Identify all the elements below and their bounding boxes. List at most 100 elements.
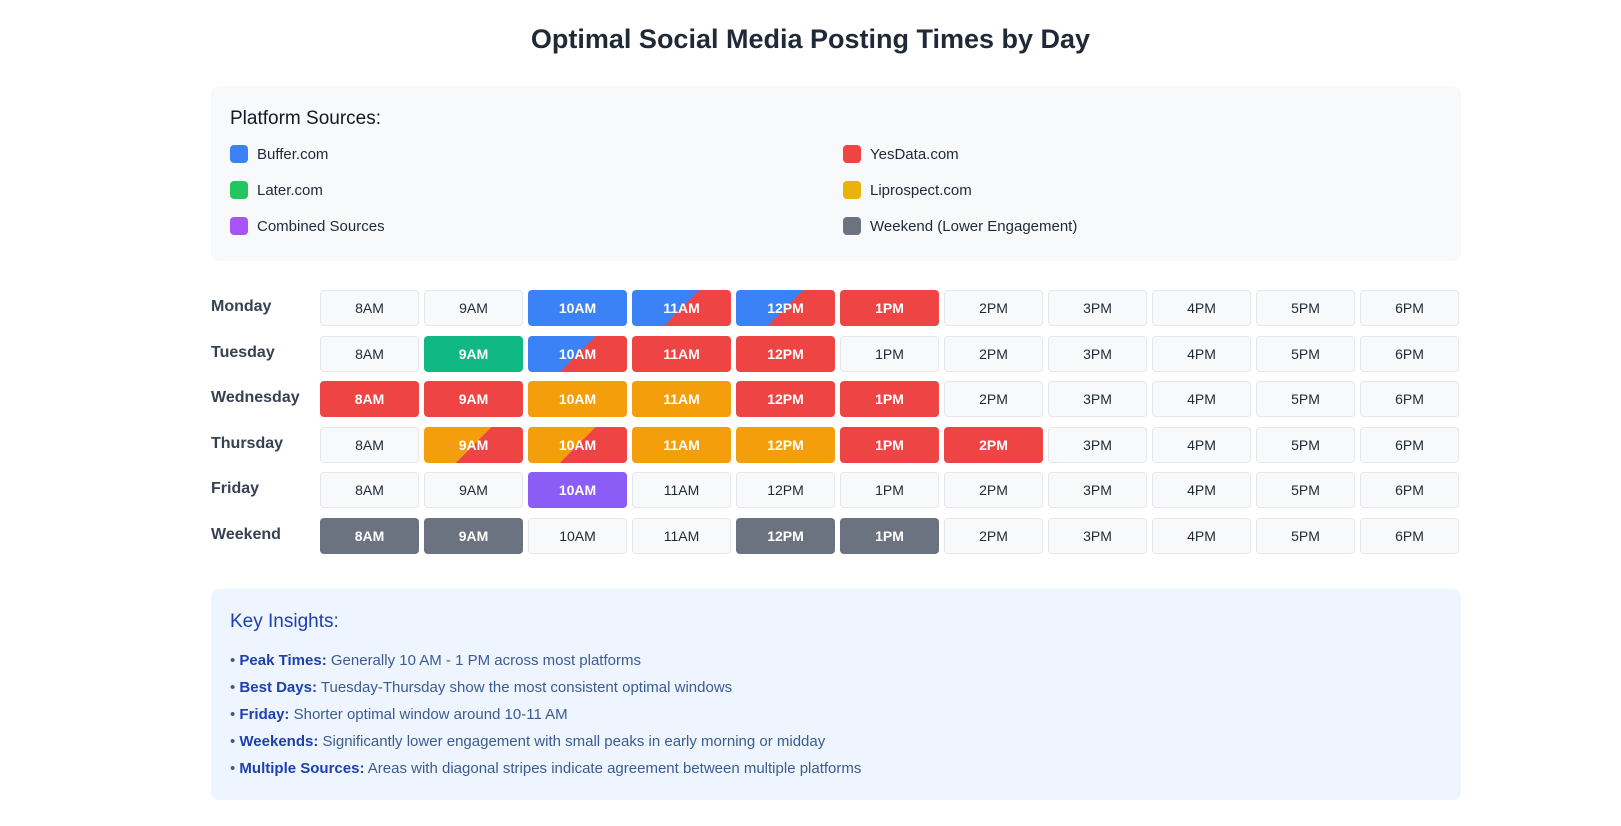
time-cell: 12PM [736,517,835,554]
legend-panel: Platform Sources: Buffer.com YesData.com… [211,86,1461,261]
time-cell: 3PM [1048,426,1147,463]
time-cell: 9AM [424,335,523,372]
time-cell: 11AM [632,335,731,372]
time-cell: 5PM [1256,517,1355,554]
time-cell: 10AM [528,517,627,554]
time-cell: 4PM [1152,290,1251,326]
time-cell: 6PM [1360,290,1459,326]
insights-panel: Key Insights: • Peak Times: Generally 10… [211,589,1461,800]
time-cells: 8AM 9AM 10AM 11AM 12PM 1PM 2PM 3PM 4PM 5PM 6PM [320,290,1459,326]
insight-bullet: • [230,733,240,750]
legend-label-weekend: Weekend (Lower Engagement) [870,217,1078,235]
time-cell: 10AM [528,335,627,372]
time-cell: 6PM [1360,335,1459,372]
time-cell: 2PM [944,381,1043,417]
insight-bullet: • [230,760,240,777]
legend-swatch-combined [230,217,248,235]
time-cell: 3PM [1048,381,1147,417]
time-cell: 1PM [840,381,939,417]
time-cell: 3PM [1048,290,1147,326]
legend-label-liprospect: Liprospect.com [870,181,972,199]
day-label: Monday [211,298,272,315]
time-cell: 4PM [1152,381,1251,417]
time-cell: 5PM [1256,381,1355,417]
time-cell: 12PM [736,472,835,508]
heatmap-row-monday: Monday 8AM 9AM 10AM 11AM 12PM 1PM 2PM 3PM 4PM 5PM 6… [211,290,1461,326]
legend-label-yesdata: YesData.com [870,145,959,163]
time-cell: 4PM [1152,517,1251,554]
day-label: Tuesday [211,343,275,361]
time-cell: 5PM [1256,472,1355,508]
time-cell: 1PM [840,426,939,463]
time-cell: 12PM [736,426,835,463]
day-label: Wednesday [211,389,300,406]
legend-swatch-weekend [843,217,861,235]
day-label: Thursday [211,434,284,452]
time-cells: 8AM 9AM 10AM 11AM 12PM 1PM 2PM 3PM 4PM 5PM 6PM [320,517,1459,554]
time-cell: 6PM [1360,472,1459,508]
time-cells: 8AM 9AM 10AM 11AM 12PM 1PM 2PM 3PM 4PM 5PM 6PM [320,426,1459,463]
time-cells: 8AM 9AM 10AM 11AM 12PM 1PM 2PM 3PM 4PM 5PM 6PM [320,472,1459,508]
legend-item-later: Later.com [230,180,843,200]
time-cell: 12PM [736,290,835,326]
time-cell: 1PM [840,335,939,372]
time-cell: 8AM [320,335,419,372]
time-cell: 3PM [1048,472,1147,508]
legend-swatch-yesdata [843,145,861,163]
time-cell: 3PM [1048,517,1147,554]
heatmap-row-friday: Friday 8AM 9AM 10AM 11AM 12PM 1PM 2PM 3PM 4PM 5PM 6… [211,472,1461,508]
time-cell: 2PM [944,426,1043,463]
time-cells: 8AM 9AM 10AM 11AM 12PM 1PM 2PM 3PM 4PM 5PM 6PM [320,335,1459,372]
heatmap-row-tuesday: Tuesday 8AM 9AM 10AM 11AM 12PM 1PM 2PM 3PM 4PM 5PM… [211,335,1461,372]
time-cell: 6PM [1360,381,1459,417]
insight-label: Peak Times: [239,652,327,669]
time-cell: 2PM [944,290,1043,326]
time-cell: 2PM [944,517,1043,554]
insight-text: Significantly lower engagement with smal… [318,733,826,750]
insight-bullet: • [230,652,240,669]
posting-times-heatmap: Monday 8AM 9AM 10AM 11AM 12PM 1PM 2PM 3PM 4PM 5PM 6… [211,290,1461,563]
insight-text: Generally 10 AM - 1 PM across most platf… [326,652,641,669]
time-cell: 9AM [424,381,523,417]
insight-bullet: • [230,679,240,696]
time-cell: 9AM [424,426,523,463]
time-cell: 9AM [424,290,523,326]
time-cell: 6PM [1360,426,1459,463]
insight-item: • Peak Times: Generally 10 AM - 1 PM acr… [230,647,1442,674]
time-cell: 10AM [528,426,627,463]
insight-item: • Friday: Shorter optimal window around … [230,701,1442,728]
time-cell: 8AM [320,290,419,326]
time-cell: 5PM [1256,290,1355,326]
time-cell: 4PM [1152,335,1251,372]
insight-bullet: • [230,706,240,723]
insight-label: Best Days: [239,679,317,696]
insight-item: • Weekends: Significantly lower engageme… [230,728,1442,755]
time-cell: 8AM [320,426,419,463]
time-cell: 5PM [1256,335,1355,372]
insight-item: • Best Days: Tuesday-Thursday show the m… [230,674,1442,701]
time-cell: 9AM [424,517,523,554]
legend-title: Platform Sources: [230,108,381,129]
time-cell: 10AM [528,472,627,508]
legend-item-yesdata: YesData.com [843,144,1443,164]
heatmap-row-wednesday: Wednesday 8AM 9AM 10AM 11AM 12PM 1PM 2PM 3PM 4PM 5… [211,381,1461,417]
legend-item-liprospect: Liprospect.com [843,180,1443,200]
time-cell: 3PM [1048,335,1147,372]
legend-swatch-buffer [230,145,248,163]
insight-text: Areas with diagonal stripes indicate agr… [364,760,862,777]
time-cell: 10AM [528,290,627,326]
time-cell: 1PM [840,290,939,326]
insight-label: Multiple Sources: [239,760,365,777]
time-cell: 4PM [1152,426,1251,463]
time-cell: 6PM [1360,517,1459,554]
time-cell: 2PM [944,472,1043,508]
time-cell: 11AM [632,290,731,326]
time-cell: 8AM [320,381,419,417]
insight-label: Friday: [239,706,290,723]
page-title: Optimal Social Media Posting Times by Da… [530,24,1091,54]
time-cell: 5PM [1256,426,1355,463]
time-cells: 8AM 9AM 10AM 11AM 12PM 1PM 2PM 3PM 4PM 5PM 6PM [320,381,1459,417]
time-cell: 12PM [736,381,835,417]
legend-item-buffer: Buffer.com [230,144,843,164]
